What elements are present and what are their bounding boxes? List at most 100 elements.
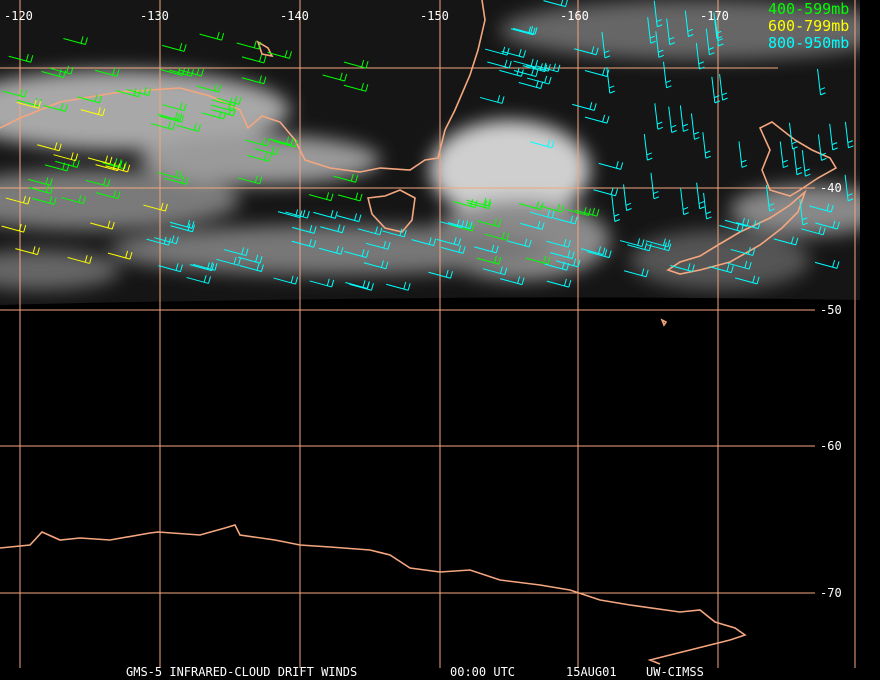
wind-barb bbox=[719, 223, 744, 233]
wind-barb bbox=[1, 223, 27, 233]
wind-barb bbox=[643, 134, 653, 161]
wind-barb bbox=[32, 196, 57, 205]
wind-barb bbox=[476, 218, 502, 228]
wind-barb bbox=[254, 146, 280, 156]
wind-barb bbox=[645, 238, 671, 248]
wind-barb bbox=[730, 247, 756, 256]
wind-barb bbox=[87, 155, 113, 165]
wind-barb bbox=[690, 113, 700, 140]
wind-barb bbox=[654, 103, 664, 130]
wind-barb bbox=[237, 254, 263, 264]
wind-barb bbox=[484, 46, 510, 56]
wind-barb bbox=[606, 67, 615, 94]
wind-barb bbox=[268, 136, 294, 146]
wind-barb bbox=[363, 260, 389, 270]
wind-barb bbox=[487, 59, 512, 69]
wind-barb bbox=[201, 110, 227, 120]
wind-barb bbox=[713, 12, 723, 40]
wind-barb bbox=[844, 121, 854, 149]
wind-barb bbox=[479, 95, 505, 104]
wind-barb bbox=[668, 106, 677, 133]
wind-barb bbox=[186, 275, 212, 284]
wind-barb bbox=[619, 238, 645, 248]
wind-barb bbox=[157, 170, 183, 180]
wind-barb bbox=[611, 195, 620, 222]
wind-barb bbox=[572, 102, 597, 111]
legend-entry: 800-950mb bbox=[768, 34, 849, 52]
wind-barb bbox=[529, 139, 555, 149]
cloud-imagery bbox=[0, 0, 860, 305]
wind-barb bbox=[734, 275, 760, 285]
wind-barb bbox=[169, 219, 195, 229]
wind-barb bbox=[546, 238, 571, 248]
wind-barb bbox=[510, 26, 536, 36]
wind-barb bbox=[574, 46, 599, 56]
wind-barb bbox=[63, 36, 88, 45]
footer: GMS-5 INFRARED-CLOUD DRIFT WINDS 00:00 U… bbox=[126, 665, 704, 679]
footer-source: UW-CIMSS bbox=[646, 665, 704, 679]
wind-barb bbox=[546, 278, 572, 288]
wind-barb bbox=[150, 121, 176, 131]
wind-barb bbox=[77, 94, 102, 104]
wind-barb bbox=[199, 31, 225, 41]
wind-barb bbox=[158, 263, 183, 273]
wind-barb bbox=[513, 68, 539, 78]
wind-barb bbox=[779, 141, 789, 169]
wind-barb bbox=[365, 240, 391, 250]
legend-entry: 400-599mb bbox=[768, 0, 849, 18]
wind-barb bbox=[653, 0, 663, 28]
longitude-label: -160 bbox=[560, 9, 589, 23]
wind-barb bbox=[684, 10, 694, 37]
wind-barb bbox=[765, 184, 775, 212]
wind-barb bbox=[2, 88, 28, 98]
wind-barb bbox=[349, 281, 374, 291]
wind-barb bbox=[8, 53, 34, 63]
wind-barb bbox=[705, 28, 715, 56]
wind-barb bbox=[555, 258, 581, 268]
wind-barb bbox=[61, 195, 86, 205]
wind-barb bbox=[543, 0, 568, 8]
wind-barb bbox=[601, 31, 611, 59]
wind-barb bbox=[246, 152, 272, 162]
wind-barb bbox=[662, 61, 672, 89]
wind-barb bbox=[322, 72, 348, 82]
wind-barb bbox=[584, 114, 610, 124]
wind-barb bbox=[241, 54, 267, 64]
wind-barb bbox=[580, 246, 606, 256]
wind-barb bbox=[466, 197, 491, 207]
wind-barb bbox=[587, 249, 612, 259]
wind-barb bbox=[520, 221, 545, 230]
wind-barb bbox=[292, 225, 317, 234]
longitude-labels: -120 -130 -140 -150 -160 -170 bbox=[4, 9, 729, 23]
wind-barb bbox=[436, 237, 462, 246]
wind-barb bbox=[670, 263, 695, 273]
wind-barb bbox=[789, 122, 798, 150]
wind-barb bbox=[267, 50, 292, 59]
wind-barb bbox=[48, 65, 74, 75]
wind-barb bbox=[336, 213, 362, 223]
wind-barb bbox=[411, 237, 437, 247]
wind-barb bbox=[484, 231, 510, 241]
wind-barb bbox=[525, 255, 551, 265]
wind-barb bbox=[382, 228, 407, 238]
wind-barb bbox=[529, 209, 555, 219]
wind-barb bbox=[428, 269, 454, 279]
wind-barb bbox=[466, 200, 492, 210]
wind-barb bbox=[809, 203, 834, 213]
wind-barb bbox=[452, 199, 478, 208]
wind-barb bbox=[285, 209, 310, 219]
wind-barb bbox=[94, 67, 120, 77]
wind-barb bbox=[239, 263, 264, 272]
wind-barb bbox=[544, 261, 570, 271]
wind-barb bbox=[67, 255, 93, 264]
wind-barb bbox=[799, 198, 808, 226]
wind-barb bbox=[696, 182, 705, 210]
wind-barb bbox=[164, 175, 189, 185]
wind-barb bbox=[241, 75, 267, 85]
wind-barb bbox=[85, 177, 111, 187]
wind-barb bbox=[695, 43, 705, 70]
latitude-label: -60 bbox=[820, 439, 842, 453]
wind-barb bbox=[102, 160, 127, 170]
longitude-label: -150 bbox=[420, 9, 449, 23]
wind-barb bbox=[337, 192, 363, 202]
